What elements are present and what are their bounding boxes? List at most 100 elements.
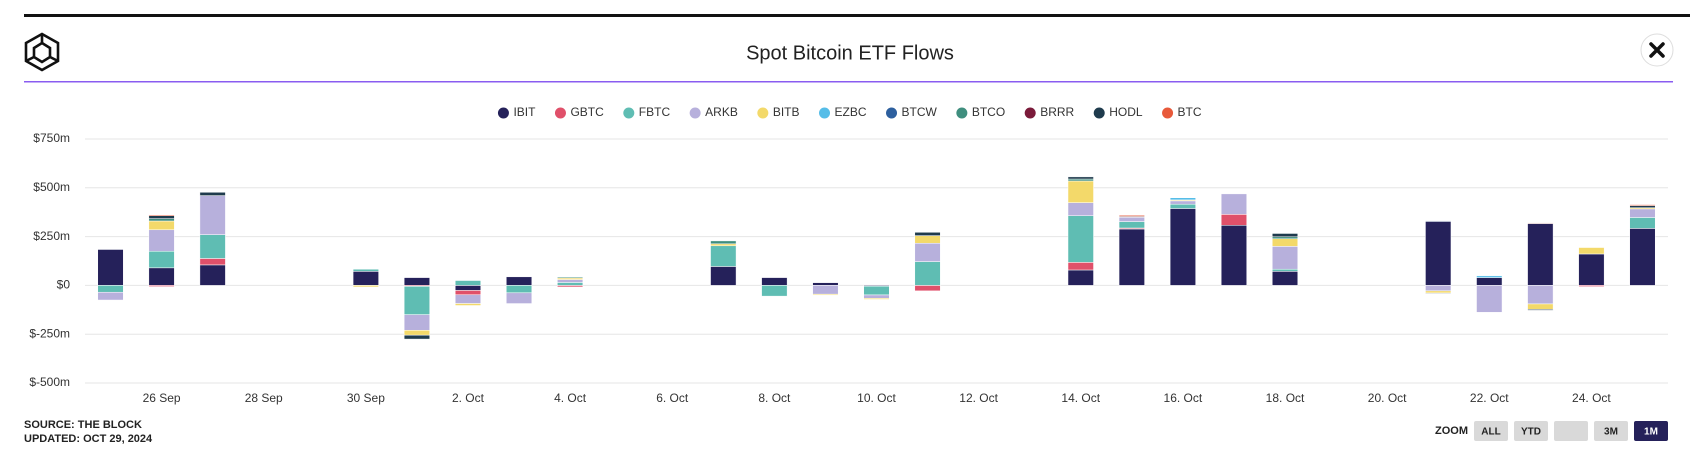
bar-segment: [1169, 200, 1196, 205]
bar-segment: [914, 285, 941, 292]
zoom-label: ZOOM: [1435, 425, 1468, 437]
bar-segment: [863, 285, 890, 296]
bar-segment: [1629, 205, 1656, 208]
source: SOURCE: THE BLOCK: [24, 419, 142, 431]
bar-segment: [148, 218, 175, 222]
bar-segment: [1067, 202, 1094, 216]
y-tick-label: $0: [57, 278, 71, 292]
x-tick-label: 4. Oct: [554, 391, 587, 405]
legend-item[interactable]: BTCO: [956, 105, 1005, 119]
zoom-button[interactable]: [1554, 421, 1588, 441]
y-tick-label: $-250m: [29, 326, 70, 340]
bar-segment: [1220, 225, 1247, 286]
x-tick-label: 18. Oct: [1266, 391, 1305, 405]
x-tick-label: 24. Oct: [1572, 391, 1611, 405]
bar-segment: [1067, 215, 1094, 263]
legend: IBIT GBTC FBTC ARKB BITB EZBC BTCW BTCO BRRR HODL…: [497, 105, 1202, 119]
legend-item[interactable]: FBTC: [623, 105, 670, 119]
legend-item[interactable]: HODL: [1093, 105, 1143, 119]
x-tick-label: 16. Oct: [1164, 391, 1203, 405]
bar-segment: [148, 229, 175, 252]
bar-segment: [1272, 246, 1299, 270]
legend-label: BITB: [773, 105, 800, 119]
legend-item[interactable]: IBIT: [497, 105, 536, 119]
bar-segment: [1272, 238, 1299, 247]
zoom-button[interactable]: YTD: [1514, 421, 1548, 441]
bar-segment: [1629, 217, 1656, 229]
zoom-button-label: ALL: [1481, 427, 1500, 438]
bar-segment: [1118, 221, 1145, 229]
legend-item[interactable]: ARKB: [689, 105, 738, 119]
bar-segment: [812, 293, 839, 296]
legend-label: GBTC: [570, 105, 604, 119]
x-tick-label: 2. Oct: [452, 391, 485, 405]
bar-segment: [352, 285, 379, 288]
bar-segment: [1476, 277, 1503, 286]
zoom-button[interactable]: 1M: [1634, 421, 1668, 441]
x-tick-label: 30 Sep: [347, 391, 385, 405]
logo: [24, 32, 60, 72]
x-tick-label: 8. Oct: [758, 391, 791, 405]
bar-segment: [557, 279, 584, 283]
zoom-button-label: 1M: [1644, 427, 1658, 438]
legend-item[interactable]: GBTC: [554, 105, 604, 119]
legend-marker: [819, 107, 831, 119]
bar-segment: [812, 282, 839, 286]
bar-segment: [812, 285, 839, 295]
bar-segment: [1067, 269, 1094, 286]
bar-segment: [1527, 222, 1554, 224]
bar-segment: [1629, 228, 1656, 286]
legend-marker: [1093, 107, 1105, 119]
legend-label: BTCW: [902, 105, 938, 119]
bar-segment: [761, 285, 788, 297]
bar-segment: [1629, 204, 1656, 206]
bar-segment: [1067, 180, 1094, 203]
zoom-button[interactable]: 3M: [1594, 421, 1628, 441]
y-tick-label: $250m: [33, 229, 70, 243]
bar-segment: [1425, 285, 1452, 292]
x-tick-label: 12. Oct: [959, 391, 998, 405]
bar-segment: [1629, 208, 1656, 218]
bar-segment: [1169, 208, 1196, 286]
bar-segment: [710, 245, 737, 267]
x-tick-label: 22. Oct: [1470, 391, 1509, 405]
top-rule: [24, 14, 1690, 17]
zoom-button[interactable]: ALL: [1474, 421, 1508, 441]
bar-segment: [1425, 290, 1452, 294]
legend-item[interactable]: BITB: [757, 105, 800, 119]
bar-segment: [1118, 217, 1145, 222]
bar-segment: [403, 286, 430, 315]
zoom-button-label: 3M: [1604, 427, 1618, 438]
legend-label: EZBC: [835, 105, 867, 119]
bar-segment: [863, 298, 890, 300]
legend-item[interactable]: BTCW: [886, 105, 938, 119]
legend-marker: [757, 107, 769, 119]
legend-marker: [689, 107, 701, 119]
bar-segment: [1118, 228, 1145, 286]
bar-segment: [199, 195, 226, 235]
bar-segment: [1220, 193, 1247, 215]
legend-item[interactable]: EZBC: [819, 105, 867, 119]
bar-segment: [914, 261, 941, 286]
close-button[interactable]: [1640, 33, 1674, 67]
bar-segment: [1425, 292, 1452, 294]
bar-segment: [1527, 223, 1554, 286]
bar-segment: [710, 243, 737, 247]
legend-item[interactable]: BTC: [1162, 105, 1202, 119]
bar-segment: [710, 240, 737, 245]
legend-item[interactable]: BRRR: [1024, 105, 1075, 119]
bar-segment: [454, 285, 481, 291]
bar-segment: [914, 235, 941, 244]
zoom-button-label: YTD: [1521, 427, 1541, 438]
x-tick-label: 6. Oct: [656, 391, 689, 405]
bar-segment: [148, 285, 175, 287]
bar-segment: [199, 258, 226, 266]
legend-label: BTC: [1178, 105, 1202, 119]
bar-segment: [1067, 178, 1094, 182]
bar-segment: [506, 276, 533, 286]
bars: [97, 176, 1656, 340]
bar-segment: [1169, 203, 1196, 209]
legend-marker: [554, 107, 566, 119]
bar-segment: [97, 285, 124, 293]
